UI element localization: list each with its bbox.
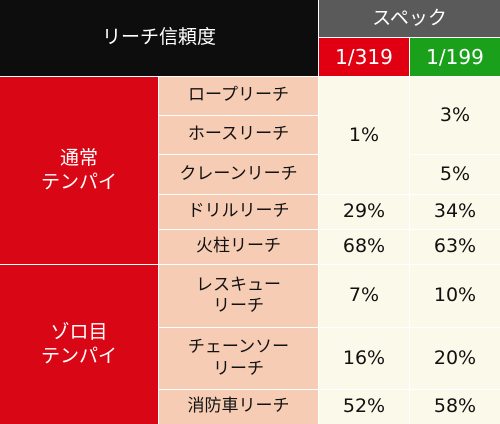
value-1-199-drill: 34%: [410, 195, 500, 229]
reach-name-rescue: レスキュー リーチ: [159, 265, 318, 327]
value-1-319-chainsaw: 16%: [319, 328, 409, 389]
value-1-199-chainsaw: 20%: [410, 328, 500, 389]
group-normal-tenpai: 通常 テンパイ: [0, 77, 158, 264]
reach-name-hose: ホースリーチ: [159, 116, 318, 154]
value-1-199-rescue: 10%: [410, 265, 500, 327]
probability-header-1-199: 1/199: [410, 38, 500, 76]
reach-name-crane: クレーンリーチ: [159, 155, 318, 194]
value-1-199-fire-pillar: 63%: [410, 230, 500, 264]
reach-name-rope: ロープリーチ: [159, 77, 318, 115]
value-1-319-drill: 29%: [319, 195, 409, 229]
value-1-319-rope-hose-crane: 1%: [319, 77, 409, 194]
value-1-319-fire-truck: 52%: [319, 390, 409, 424]
reach-name-fire-pillar: 火柱リーチ: [159, 230, 318, 264]
table-title: リーチ信頼度: [0, 0, 318, 76]
reach-name-drill: ドリルリーチ: [159, 195, 318, 229]
value-1-199-rope-hose: 3%: [410, 77, 500, 154]
value-1-199-crane: 5%: [410, 155, 500, 194]
reach-name-chainsaw: チェーンソー リーチ: [159, 328, 318, 389]
spec-header: スペック: [319, 0, 500, 37]
probability-header-1-319: 1/319: [319, 38, 409, 76]
value-1-319-rescue: 7%: [319, 265, 409, 327]
value-1-319-fire-pillar: 68%: [319, 230, 409, 264]
group-zorome-tenpai: ゾロ目 テンパイ: [0, 265, 158, 424]
reach-name-fire-truck: 消防車リーチ: [159, 390, 318, 424]
value-1-199-fire-truck: 58%: [410, 390, 500, 424]
